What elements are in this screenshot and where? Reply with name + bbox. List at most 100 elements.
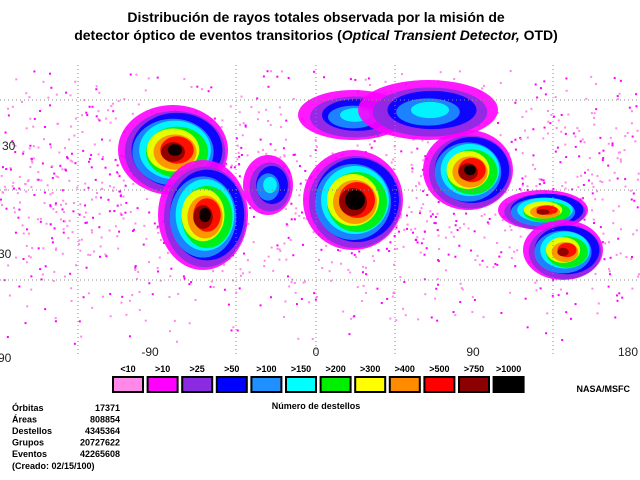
speckle (108, 210, 111, 213)
speckle (25, 92, 28, 95)
speckle (423, 230, 426, 233)
speckle (233, 166, 236, 169)
speckle (481, 259, 484, 262)
speckle (230, 164, 233, 167)
speckle (98, 212, 101, 215)
density-region (536, 209, 550, 215)
speckle (148, 261, 151, 264)
speckle (390, 161, 393, 164)
speckle (560, 113, 563, 116)
speckle (635, 229, 638, 232)
speckle (73, 134, 76, 137)
speckle (458, 244, 461, 247)
speckle (624, 135, 627, 138)
speckle (146, 198, 149, 201)
speckle (564, 143, 567, 146)
speckle (436, 278, 439, 281)
speckle (269, 143, 272, 146)
speckle (630, 122, 633, 125)
speckle (221, 119, 224, 122)
speckle (11, 105, 14, 108)
speckle (416, 236, 419, 239)
speckle (25, 190, 28, 193)
speckle (614, 316, 617, 319)
speckle (107, 198, 110, 201)
speckle (393, 234, 396, 237)
speckle (56, 122, 59, 125)
speckle (235, 137, 238, 140)
speckle (452, 212, 455, 215)
speckle (619, 228, 622, 231)
speckle (636, 129, 639, 132)
speckle (411, 189, 414, 192)
speckle (539, 87, 542, 90)
speckle (108, 139, 111, 142)
speckle (486, 221, 489, 224)
speckle (631, 255, 634, 258)
speckle (599, 180, 602, 183)
speckle (28, 147, 31, 150)
created: (Creado: 02/15/100) (12, 461, 95, 471)
speckle (618, 92, 621, 95)
speckle (42, 80, 45, 83)
speckle (88, 157, 91, 160)
speckle (75, 117, 78, 120)
speckle (624, 178, 627, 181)
speckle (313, 292, 316, 295)
lon-label: 90 (466, 345, 480, 359)
speckle (424, 155, 427, 158)
speckle (269, 296, 272, 299)
speckle (32, 157, 35, 160)
speckle (123, 98, 126, 101)
speckle (80, 238, 83, 241)
speckle (599, 136, 602, 139)
speckle (81, 131, 84, 134)
speckle (112, 189, 115, 192)
speckle (415, 197, 418, 200)
speckle (156, 266, 159, 269)
speckle (90, 229, 93, 232)
speckle (33, 117, 36, 120)
speckle (183, 277, 186, 280)
speckle (158, 256, 161, 259)
speckle (98, 91, 101, 94)
speckle (30, 275, 33, 278)
speckle (509, 70, 512, 73)
speckle (63, 146, 66, 149)
speckle (39, 268, 42, 271)
speckle (567, 113, 570, 116)
speckle (465, 212, 468, 215)
speckle (64, 220, 67, 223)
speckle (18, 187, 21, 190)
speckle (467, 227, 470, 230)
speckle (557, 119, 560, 122)
speckle (276, 75, 279, 78)
speckle (1, 191, 4, 194)
speckle (471, 296, 474, 299)
speckle (565, 311, 568, 314)
speckle (220, 126, 223, 129)
speckle (58, 151, 61, 154)
speckle (458, 70, 461, 73)
speckle (81, 114, 84, 117)
speckle (71, 160, 74, 163)
speckle (543, 126, 546, 129)
speckle (415, 239, 418, 242)
speckle (423, 278, 426, 281)
speckle (546, 132, 549, 135)
legend-swatch (215, 376, 248, 393)
speckle (244, 124, 247, 127)
speckle (73, 202, 76, 205)
speckle (90, 166, 93, 169)
speckle (534, 281, 537, 284)
speckle (339, 249, 342, 252)
speckle (238, 111, 241, 114)
speckle (358, 250, 361, 253)
speckle (62, 199, 65, 202)
speckle (37, 171, 40, 174)
speckle (285, 258, 288, 261)
speckle (601, 241, 604, 244)
speckle (223, 288, 226, 291)
speckle (436, 229, 439, 232)
speckle (55, 247, 58, 250)
